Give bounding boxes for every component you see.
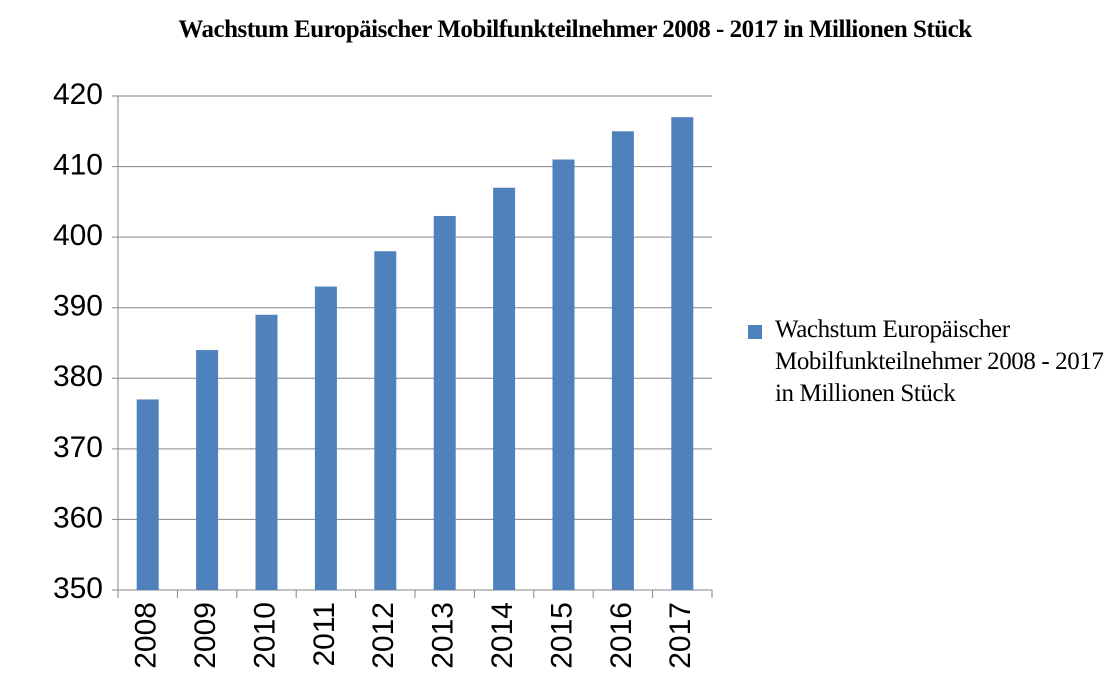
legend-swatch bbox=[748, 325, 762, 339]
chart-title: Wachstum Europäischer Mobilfunkteilnehme… bbox=[178, 16, 972, 43]
x-tick-label: 2014 bbox=[486, 602, 519, 669]
bar bbox=[611, 131, 634, 591]
y-tick-label: 350 bbox=[53, 572, 103, 605]
x-tick-label: 2009 bbox=[189, 602, 222, 669]
bar bbox=[433, 215, 456, 590]
y-tick-label: 400 bbox=[53, 219, 103, 252]
bar bbox=[314, 286, 337, 590]
x-tick-label: 2013 bbox=[427, 602, 460, 669]
legend-label: Wachstum Europäischer Mobilfunkteilnehme… bbox=[775, 316, 1104, 407]
bar bbox=[493, 187, 516, 590]
x-tick-label: 2008 bbox=[130, 602, 163, 669]
x-tick-label: 2012 bbox=[367, 602, 400, 669]
y-tick-label: 360 bbox=[53, 501, 103, 534]
bar bbox=[196, 350, 219, 590]
legend: Wachstum Europäischer Mobilfunkteilnehme… bbox=[748, 314, 1108, 410]
y-tick-label: 410 bbox=[53, 148, 103, 181]
bar bbox=[552, 159, 575, 590]
x-tick-label: 2017 bbox=[664, 602, 697, 669]
y-tick-label: 390 bbox=[53, 290, 103, 323]
x-tick-label: 2011 bbox=[308, 602, 341, 667]
bar bbox=[374, 251, 397, 590]
y-tick-label: 370 bbox=[53, 431, 103, 464]
x-tick-label: 2015 bbox=[545, 602, 578, 669]
x-tick-label: 2016 bbox=[605, 602, 638, 669]
bar bbox=[671, 117, 694, 591]
bar bbox=[255, 314, 278, 590]
x-tick-label: 2010 bbox=[248, 602, 281, 669]
y-tick-label: 420 bbox=[53, 78, 103, 111]
bar bbox=[136, 399, 159, 590]
y-tick-label: 380 bbox=[53, 360, 103, 393]
